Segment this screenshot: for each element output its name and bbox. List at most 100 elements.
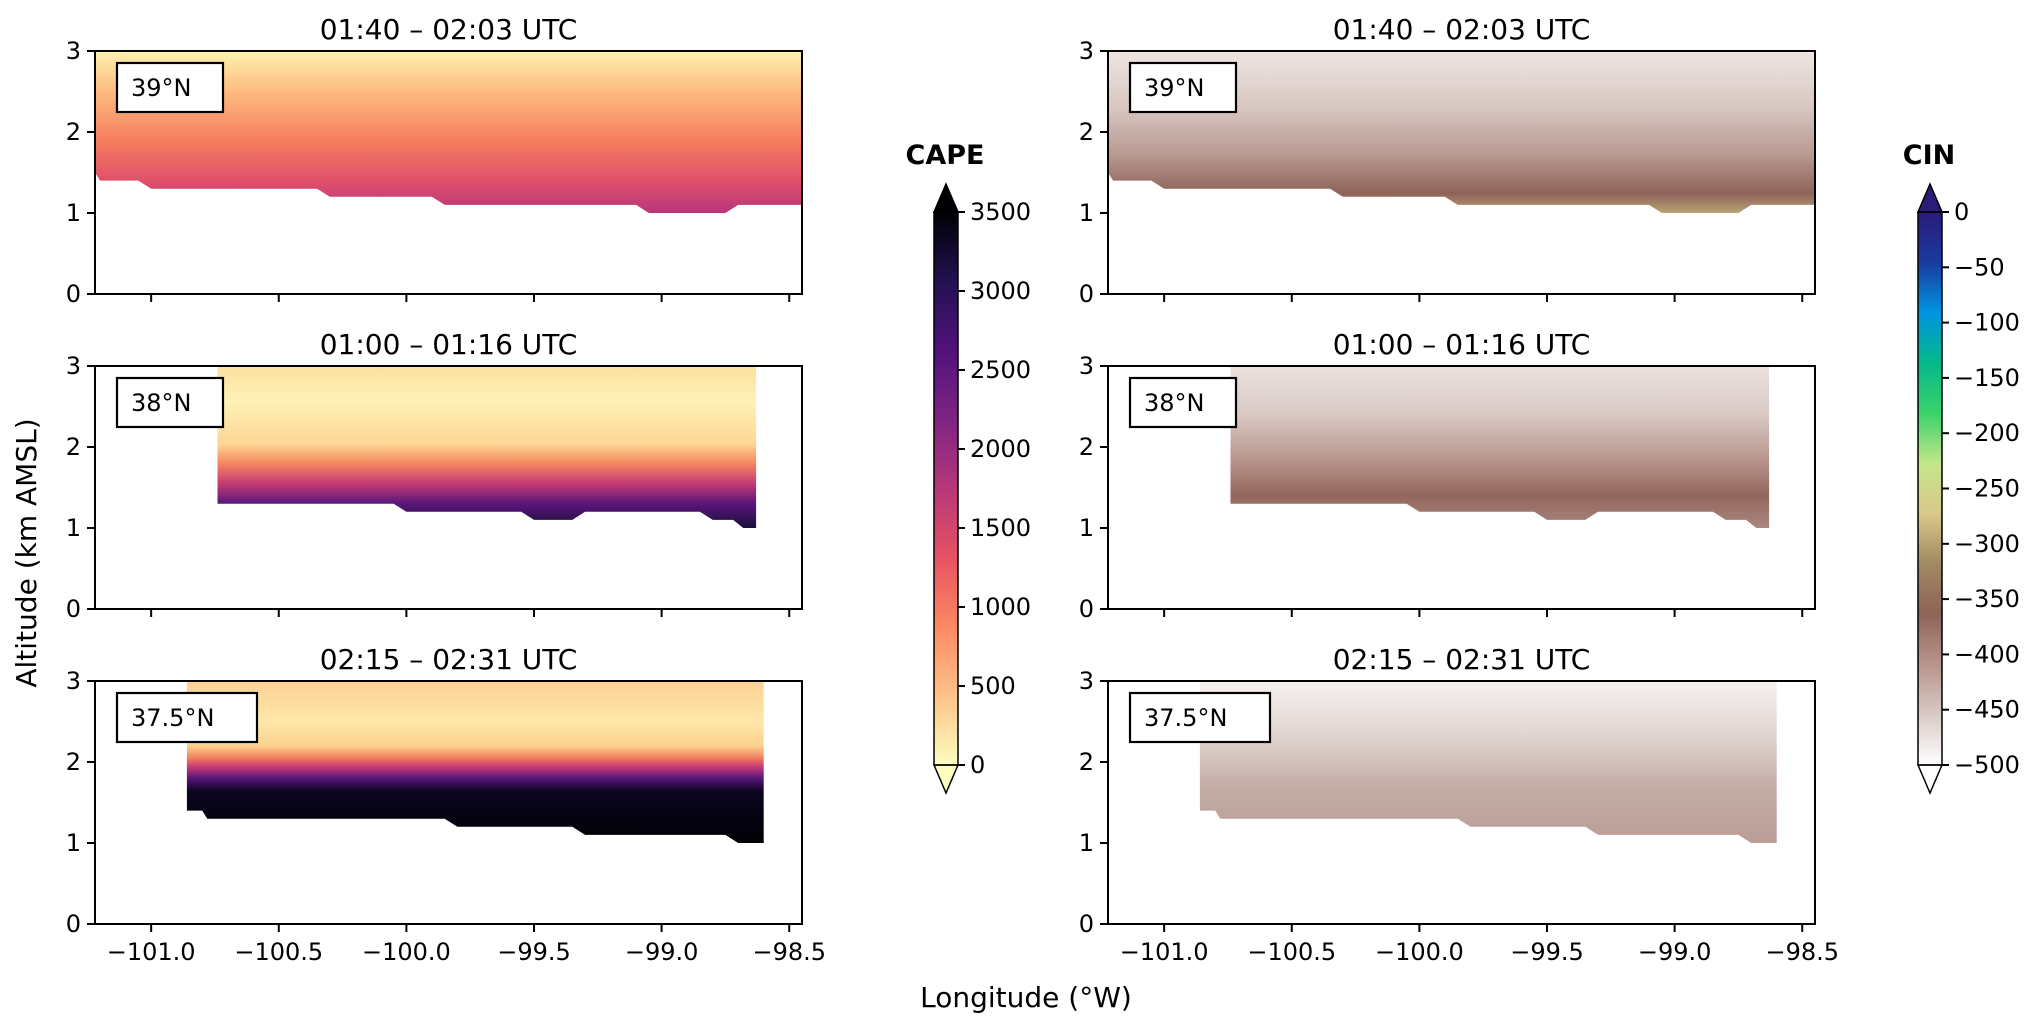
y-tick-label: 2	[66, 118, 81, 146]
x-tick-label: −99.5	[1510, 938, 1584, 966]
colorbar-tick-label: 3000	[970, 277, 1031, 305]
colorbar-extend-top	[1916, 182, 1944, 213]
x-tick-label: −100.0	[362, 938, 451, 966]
field-cin-38	[1230, 366, 1770, 528]
y-tick-label: 1	[66, 199, 81, 227]
y-tick-label: 1	[1079, 829, 1094, 857]
colorbar-cin: 0 −50 −100 −150 −200 −250 −300 −350 −400 −450 −500…	[1903, 140, 2020, 795]
colorbar-tick-label: −500	[1954, 751, 2020, 779]
colorbar-tick-label: −300	[1954, 530, 2020, 558]
y-tick-label: 3	[1079, 667, 1094, 695]
field-cin-37-5	[1199, 681, 1777, 843]
panel-title: 01:40 – 02:03 UTC	[320, 13, 578, 46]
latitude-box	[115, 691, 259, 744]
panel-cin-39: 01:40 – 02:03 UTC 0 1 2 3 39°N	[1079, 13, 1816, 308]
latitude-label: 38°N	[131, 389, 192, 417]
y-tick-label: 3	[66, 37, 81, 65]
colorbar-tick-label: 2000	[970, 435, 1031, 463]
latitude-box	[1128, 61, 1238, 114]
y-tick-label: 0	[66, 595, 81, 623]
x-tick-label: −100.5	[234, 938, 323, 966]
panel-title: 01:00 – 01:16 UTC	[1333, 328, 1591, 361]
colorbar-tick-label: 1000	[970, 593, 1031, 621]
latitude-label: 39°N	[1144, 74, 1205, 102]
colorbar-tick-label: −400	[1954, 640, 2020, 668]
colorbar-fill	[1918, 212, 1942, 765]
axes-frame	[94, 365, 803, 610]
x-tick-label: −99.5	[497, 938, 571, 966]
x-tick-label: −101.0	[1120, 938, 1209, 966]
axes-frame	[1107, 50, 1816, 295]
colorbar-outline	[933, 211, 959, 766]
x-tick-label: −100.5	[1247, 938, 1336, 966]
y-tick-label: 0	[66, 910, 81, 938]
colorbar-tick-label: −250	[1954, 475, 2020, 503]
panel-title: 01:40 – 02:03 UTC	[1333, 13, 1591, 46]
x-tick-label: −100.0	[1375, 938, 1464, 966]
colorbar-tick-label: 3500	[970, 198, 1031, 226]
colorbar-title: CAPE	[906, 140, 985, 171]
x-axis-label: Longitude (°W)	[920, 981, 1132, 1014]
panel-cin-38: 01:00 – 01:16 UTC 0 1 2 3 38°N	[1079, 328, 1816, 623]
latitude-box	[1128, 376, 1238, 429]
colorbar-tick-label: 1500	[970, 514, 1031, 542]
y-tick-label: 0	[1079, 280, 1094, 308]
x-tick-label: −99.0	[625, 938, 699, 966]
y-tick-label: 2	[66, 433, 81, 461]
axes-frame	[94, 50, 803, 295]
colorbar-tick-label: −150	[1954, 364, 2020, 392]
y-tick-label: 3	[66, 352, 81, 380]
colorbar-tick-label: −50	[1954, 253, 2005, 281]
field-cape-37-5	[186, 681, 764, 843]
colorbar-tick-label: 0	[970, 751, 985, 779]
colorbar-tick-label: −350	[1954, 585, 2020, 613]
colorbar-title: CIN	[1903, 140, 1955, 171]
x-tick-label: −101.0	[107, 938, 196, 966]
latitude-label: 37.5°N	[1144, 704, 1227, 732]
colorbar-fill	[934, 212, 958, 765]
colorbar-tick-label: −200	[1954, 419, 2020, 447]
y-tick-label: 2	[1079, 748, 1094, 776]
panel-cape-39: 01:40 – 02:03 UTC 0 1 2 3 39°N	[66, 13, 803, 308]
y-tick-label: 0	[1079, 595, 1094, 623]
panel-cape-37-5: 02:15 – 02:31 UTC 0 1 2 3 −101.0 −100.5 −100.0 −…	[66, 643, 826, 966]
y-tick-label: 2	[66, 748, 81, 776]
field-cape-39	[95, 51, 802, 213]
x-tick-label: −99.0	[1638, 938, 1712, 966]
panel-title: 01:00 – 01:16 UTC	[320, 328, 578, 361]
colorbar-tick-label: −100	[1954, 309, 2020, 337]
colorbar-extend-top	[932, 182, 960, 213]
axes-frame	[1107, 680, 1816, 925]
y-axis-label: Altitude (km AMSL)	[10, 418, 43, 687]
y-tick-label: 0	[66, 280, 81, 308]
panel-cin-37-5: 02:15 – 02:31 UTC 0 1 2 3 −101.0 −100.5 −100.0 −…	[1079, 643, 1839, 966]
latitude-label: 37.5°N	[131, 704, 214, 732]
latitude-box	[115, 61, 225, 114]
field-cin-39	[1108, 51, 1815, 213]
y-tick-label: 3	[66, 667, 81, 695]
colorbar-tick-label: 0	[1954, 198, 1969, 226]
axes-frame	[94, 680, 803, 925]
colorbar-tick-label: 2500	[970, 356, 1031, 384]
y-tick-label: 1	[1079, 199, 1094, 227]
field-cape-38	[217, 366, 757, 528]
x-tick-label: −98.5	[752, 938, 826, 966]
panel-title: 02:15 – 02:31 UTC	[320, 643, 578, 676]
colorbar-tick-label: −450	[1954, 696, 2020, 724]
latitude-label: 38°N	[1144, 389, 1205, 417]
colorbar-extend-bottom	[932, 764, 960, 795]
y-tick-label: 3	[1079, 37, 1094, 65]
colorbar-extend-bottom	[1916, 764, 1944, 795]
y-tick-label: 2	[1079, 433, 1094, 461]
y-tick-label: 0	[1079, 910, 1094, 938]
y-tick-label: 1	[66, 514, 81, 542]
latitude-box	[115, 376, 225, 429]
y-tick-label: 2	[1079, 118, 1094, 146]
panel-cape-38: 01:00 – 01:16 UTC 0 1 2 3 38°N	[66, 328, 803, 623]
x-tick-label: −98.5	[1765, 938, 1839, 966]
y-tick-label: 3	[1079, 352, 1094, 380]
latitude-label: 39°N	[131, 74, 192, 102]
colorbar-tick-label: 500	[970, 672, 1016, 700]
colorbar-cape: 0 500 1000 1500 2000 2500 3000 3500 CAPE	[906, 140, 1031, 795]
